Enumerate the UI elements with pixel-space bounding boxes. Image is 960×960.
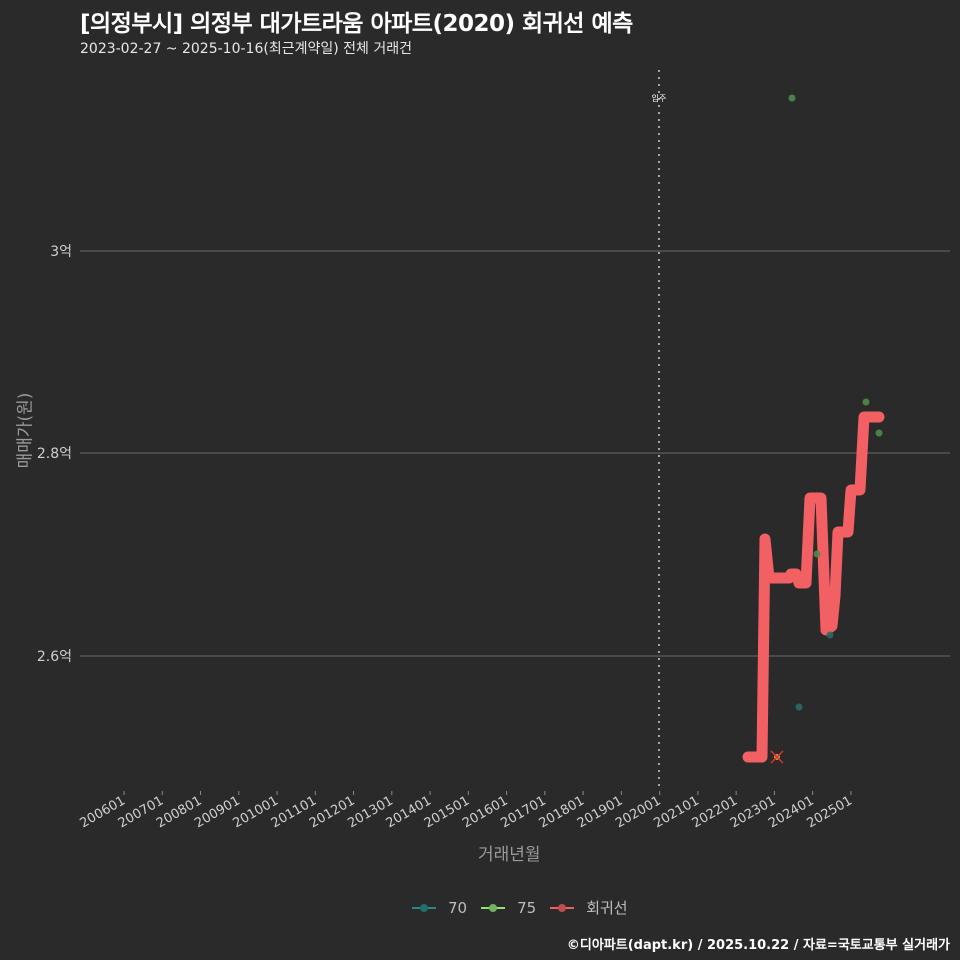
- y-gridlines: [80, 250, 950, 657]
- y-tick-2-8: 2.8억: [36, 446, 72, 462]
- y-tick-2-6: 2.6억: [36, 649, 72, 665]
- legend-item-70: 70: [412, 899, 467, 917]
- x-axis-label: 거래년월: [478, 845, 541, 865]
- legend-label-75: 75: [517, 898, 537, 917]
- y-tick-3: 3억: [50, 244, 72, 260]
- scatter-70: [795, 631, 834, 711]
- scatter-75: [788, 94, 883, 558]
- legend-label-70: 70: [448, 898, 468, 917]
- x-tick-marks: [123, 791, 852, 795]
- x-tick-labels: 2006012007012008012009012010012011012012…: [78, 793, 855, 831]
- legend-key-70-icon: [412, 906, 436, 909]
- move-in-label: 입주: [652, 94, 667, 103]
- legend-label-regression: 회귀선: [586, 899, 628, 917]
- chart-title: [의정부시] 의정부 대가트라움 아파트(2020) 회귀선 예측: [80, 11, 633, 37]
- legend: 70 75 회귀선: [412, 897, 642, 918]
- source-footer: ©디아파트(dapt.kr) / 2025.10.22 / 자료=국토교통부 실…: [566, 938, 950, 953]
- chart-subtitle: 2023-02-27 ~ 2025-10-16(최근계약일) 전체 거래건: [80, 41, 412, 57]
- latest-trade-marker: [770, 750, 784, 764]
- legend-item-75: 75: [481, 899, 536, 917]
- regression-line: [742, 411, 885, 763]
- legend-item-regression: 회귀선: [550, 897, 628, 918]
- legend-key-regression-icon: [550, 906, 575, 909]
- legend-key-75-icon: [481, 906, 506, 909]
